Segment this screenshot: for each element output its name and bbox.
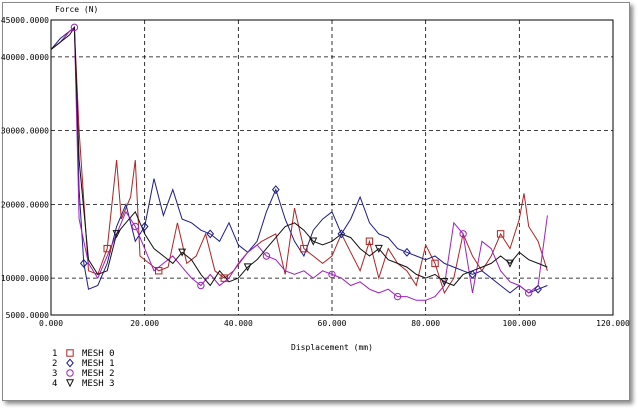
x-tick-label: 40.000 [224,319,253,328]
y-tick-label: 45000.0000 [1,16,49,25]
series-line-mesh-1 [50,26,548,294]
data-point-marker [534,284,542,294]
data-point-marker [300,244,308,253]
data-point-marker [374,244,383,253]
data-point-marker [403,247,411,257]
legend-label: MESH 3 [82,379,115,389]
data-point-marker [393,292,402,301]
y-tick-label: 5000.0000 [6,311,50,320]
data-point-marker [440,278,449,287]
data-point-marker [103,244,111,253]
x-tick-label: 60.000 [318,319,347,328]
tick-labels: 0.000 20.000 40.000 60.000 80.000 100.000 120.… [1,16,630,328]
y-tick-label: 10000.0000 [1,274,49,283]
legend-marker-icon [66,358,74,368]
x-tick-label: 0.000 [39,319,63,328]
data-point-marker [459,230,467,238]
data-point-marker [70,23,79,32]
y-tick-label: 30000.0000 [1,127,49,136]
data-point-marker [197,281,205,290]
legend-label: MESH 0 [82,349,115,359]
series-markers [70,23,542,301]
legend-label: MESH 1 [82,359,115,369]
x-tick-label: 80.000 [411,319,440,328]
legend-label: MESH 2 [82,369,115,379]
data-point-marker [206,229,215,239]
data-point-marker [79,258,88,268]
data-point-marker [328,270,336,279]
legend-index: 3 [52,369,57,379]
data-point-marker [525,289,533,297]
y-tick-label: 20000.0000 [1,200,49,209]
data-point-marker [220,274,228,282]
grid [51,20,613,315]
data-point-marker [337,229,346,239]
data-point-marker [243,263,252,272]
legend-marker-icon [65,379,75,388]
data-point-marker [431,259,439,268]
data-point-marker [112,230,121,239]
data-point-marker [262,252,271,260]
x-tick-label: 120.000 [596,319,630,328]
series-line-mesh-2 [50,26,548,301]
legend-marker-icon [66,349,74,357]
data-point-marker [468,269,477,279]
x-axis-title: Displacement (mm) [291,343,373,352]
x-tick-label: 20.000 [130,319,159,328]
series-line-mesh-0 [50,28,548,295]
y-tick-label: 40000.0000 [1,53,49,62]
data-point-marker [140,222,149,231]
y-axis-title: Force (N) [55,5,98,14]
legend: 1 MESH 0 2 MESH 1 3 MESH 2 4 MESH 3 [52,349,115,389]
series-lines [50,25,548,301]
data-point-marker [496,230,505,238]
data-point-marker [271,185,280,195]
data-point-marker [505,259,514,268]
legend-marker-icon [66,369,74,377]
x-tick-label: 100.000 [502,319,536,328]
legend-index: 4 [52,379,57,389]
legend-index: 2 [52,359,57,369]
legend-index: 1 [52,349,57,359]
data-point-marker [365,237,374,245]
data-point-marker [309,237,318,246]
series-line-mesh-3 [50,25,548,287]
data-point-marker [155,267,163,275]
data-point-marker [131,222,140,231]
data-point-marker [178,248,187,257]
